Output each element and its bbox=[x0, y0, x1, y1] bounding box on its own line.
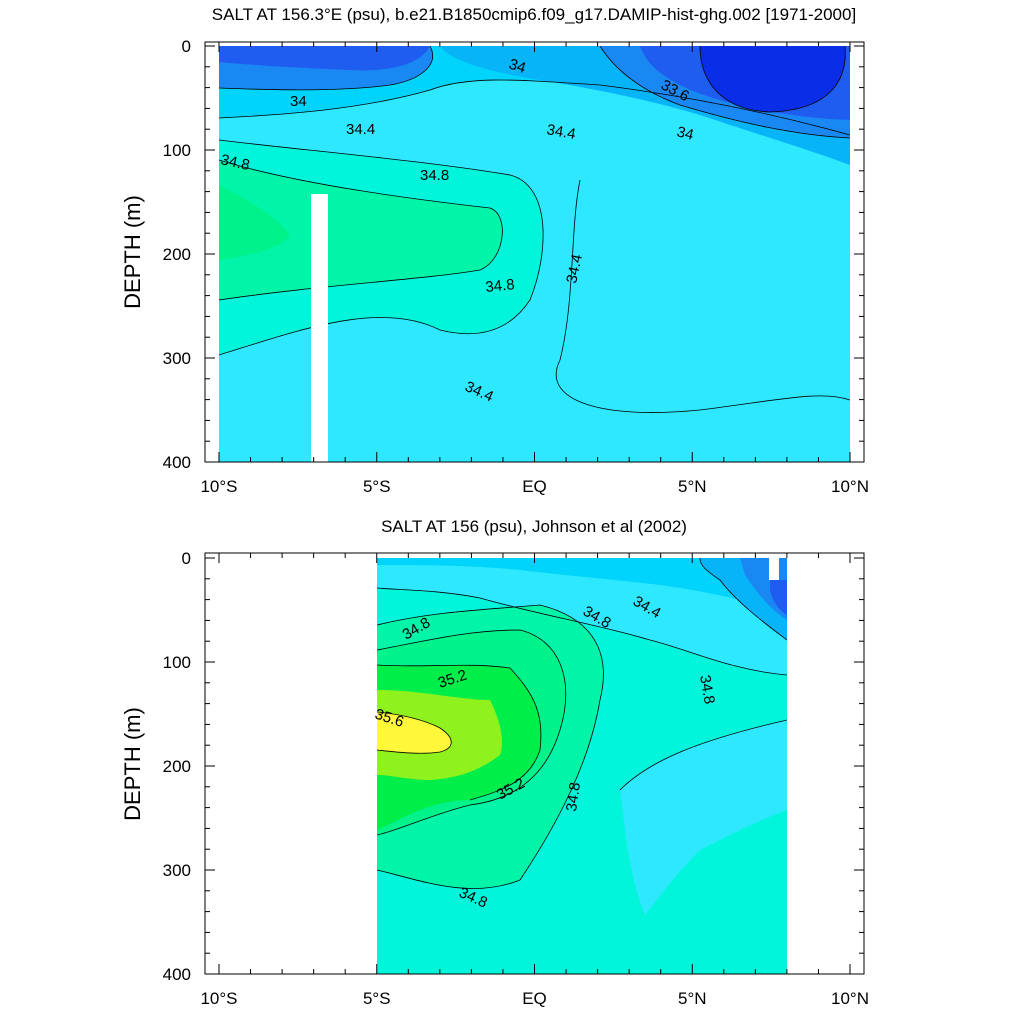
y-tick-label: 100 bbox=[163, 141, 191, 160]
x-tick-label: 10°N bbox=[831, 477, 869, 496]
axes: 10°S 5°S EQ 5°N 10°N 0 100 200 300 400 bbox=[163, 37, 869, 496]
contour-label: 34.4 bbox=[545, 121, 577, 143]
panel-observed: SALT AT 156 (psu), Johnson et al (2002) bbox=[120, 517, 869, 1008]
band-33-6 bbox=[219, 46, 850, 120]
band-34-2 bbox=[377, 558, 787, 610]
contour-label: 34 bbox=[290, 93, 307, 110]
missing-cells bbox=[769, 558, 779, 580]
chart-title: SALT AT 156 (psu), Johnson et al (2002) bbox=[381, 517, 687, 536]
axes: 10°S 5°S EQ 5°N 10°N 0 100 200 300 400 bbox=[163, 549, 869, 1008]
y-tick-label: 300 bbox=[163, 349, 191, 368]
contour-label: 34.8 bbox=[219, 151, 251, 174]
band-35-6 bbox=[377, 712, 452, 754]
band-33-4 bbox=[700, 46, 846, 112]
contour-label: 34.8 bbox=[485, 276, 516, 296]
chart-title: SALT AT 156.3°E (psu), b.e21.B1850cmip6.… bbox=[212, 5, 856, 24]
band-35-0 bbox=[219, 185, 290, 260]
x-tick-label: 5°S bbox=[363, 477, 391, 496]
contour-label: 34.4 bbox=[346, 121, 375, 138]
x-tick-label: 10°N bbox=[831, 989, 869, 1008]
band-34-8 bbox=[219, 160, 503, 300]
y-tick-label: 300 bbox=[163, 861, 191, 880]
y-tick-label: 0 bbox=[182, 549, 191, 568]
band-34-4-south bbox=[620, 720, 787, 915]
contour-label: 34.8 bbox=[420, 167, 449, 184]
x-tick-label: 10°S bbox=[200, 989, 237, 1008]
y-axis-label: DEPTH (m) bbox=[120, 707, 145, 821]
x-tick-label: 5°N bbox=[678, 477, 707, 496]
y-tick-label: 100 bbox=[163, 653, 191, 672]
missing-column bbox=[311, 194, 328, 462]
y-tick-label: 200 bbox=[163, 245, 191, 264]
contour-field bbox=[377, 558, 787, 974]
y-axis-label: DEPTH (m) bbox=[120, 195, 145, 309]
contour-label: 34.8 bbox=[563, 781, 584, 812]
contour-field bbox=[219, 46, 850, 462]
panel-model: SALT AT 156.3°E (psu), b.e21.B1850cmip6.… bbox=[120, 5, 869, 496]
contour-label: 34.4 bbox=[563, 253, 586, 285]
x-tick-label: 10°S bbox=[200, 477, 237, 496]
contour-labels: 34 34 33.6 34.4 34.4 34 34.8 34.8 34.4 3… bbox=[219, 56, 695, 406]
y-tick-label: 400 bbox=[163, 965, 191, 984]
contour-label: 34 bbox=[507, 56, 528, 77]
contour-label: 34 bbox=[675, 123, 695, 144]
y-tick-label: 0 bbox=[182, 37, 191, 56]
y-tick-label: 400 bbox=[163, 453, 191, 472]
x-tick-label: 5°N bbox=[678, 989, 707, 1008]
band-33-6 bbox=[770, 580, 787, 615]
y-tick-label: 200 bbox=[163, 757, 191, 776]
x-tick-label: EQ bbox=[522, 989, 547, 1008]
x-tick-label: EQ bbox=[522, 477, 547, 496]
contour-label: 34.8 bbox=[696, 674, 718, 706]
x-tick-label: 5°S bbox=[363, 989, 391, 1008]
